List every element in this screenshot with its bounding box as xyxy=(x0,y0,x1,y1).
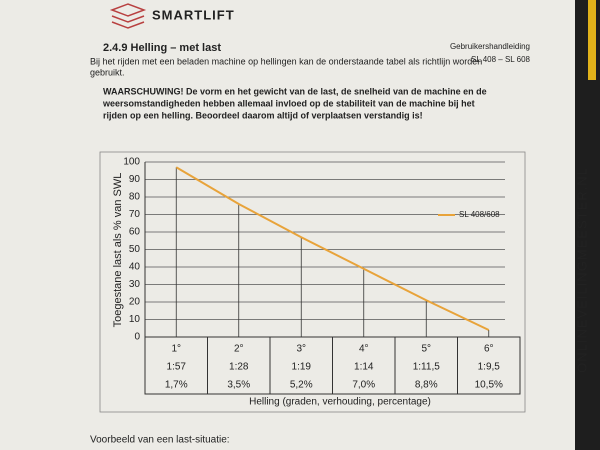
logo xyxy=(109,3,147,29)
footer-text: Voorbeeld van een last-situatie: xyxy=(90,435,230,446)
brand: SMARTLIFT xyxy=(152,7,235,22)
y-tick-label: 30 xyxy=(129,279,141,290)
warning-line: weersomstandigheden hebben allemaal invl… xyxy=(102,98,475,108)
y-tick-label: 100 xyxy=(123,157,140,168)
y-tick-label: 40 xyxy=(129,262,141,273)
legend-label: SL 408/608 xyxy=(459,210,500,219)
y-tick-label: 80 xyxy=(129,192,141,203)
x-tick-label: 5° xyxy=(421,344,431,355)
y-tick-label: 0 xyxy=(134,332,140,343)
watermark: ONLINEVEILINGMEESTER.NL xyxy=(574,167,589,373)
y-tick-label: 60 xyxy=(129,227,141,238)
ratio-label: 1:57 xyxy=(167,362,187,373)
x-tick-label: 2° xyxy=(234,344,244,355)
y-tick-label: 20 xyxy=(129,297,141,308)
warning-line: WAARSCHUWING! De vorm en het gewicht van… xyxy=(103,86,487,96)
models: SL 408 – SL 608 xyxy=(471,55,531,64)
y-tick-label: 10 xyxy=(129,314,141,325)
y-axis-label: Toegestane last als % van SWL xyxy=(112,173,124,328)
paper xyxy=(0,0,575,450)
section-title: 2.4.9 Helling – met last xyxy=(103,42,221,54)
plot-frame xyxy=(99,151,526,413)
y-tick-label: 90 xyxy=(129,174,141,185)
ratio-label: 1:11,5 xyxy=(413,362,440,373)
percent-label: 8,8% xyxy=(415,380,438,391)
intro-line: Bij het rijden met een beladen machine o… xyxy=(90,56,482,66)
x-tick-label: 4° xyxy=(359,344,369,355)
ratio-label: 1:9,5 xyxy=(478,362,501,373)
ratio-label: 1:28 xyxy=(229,362,249,373)
warning-line: rijden op een helling. Beoordeel daarom … xyxy=(103,110,423,120)
percent-label: 10,5% xyxy=(475,380,503,391)
series-line xyxy=(175,166,490,331)
x-axis-label: Helling (graden, verhouding, percentage) xyxy=(249,397,431,408)
ratio-label: 1:19 xyxy=(292,362,312,373)
percent-label: 5,2% xyxy=(290,380,313,391)
x-tick-label: 1° xyxy=(171,344,181,355)
edge-stripe xyxy=(588,0,596,80)
y-tick-label: 50 xyxy=(129,244,141,255)
intro-line: gebruikt. xyxy=(90,67,125,77)
y-tick-label: 70 xyxy=(129,209,141,220)
x-tick-label: 6° xyxy=(484,344,494,355)
x-tick-label: 3° xyxy=(296,344,306,355)
doc-title: Gebruikershandleiding xyxy=(450,42,530,51)
percent-label: 3,5% xyxy=(227,380,250,391)
percent-label: 1,7% xyxy=(165,380,188,391)
percent-label: 7,0% xyxy=(352,380,375,391)
ratio-label: 1:14 xyxy=(354,362,374,373)
